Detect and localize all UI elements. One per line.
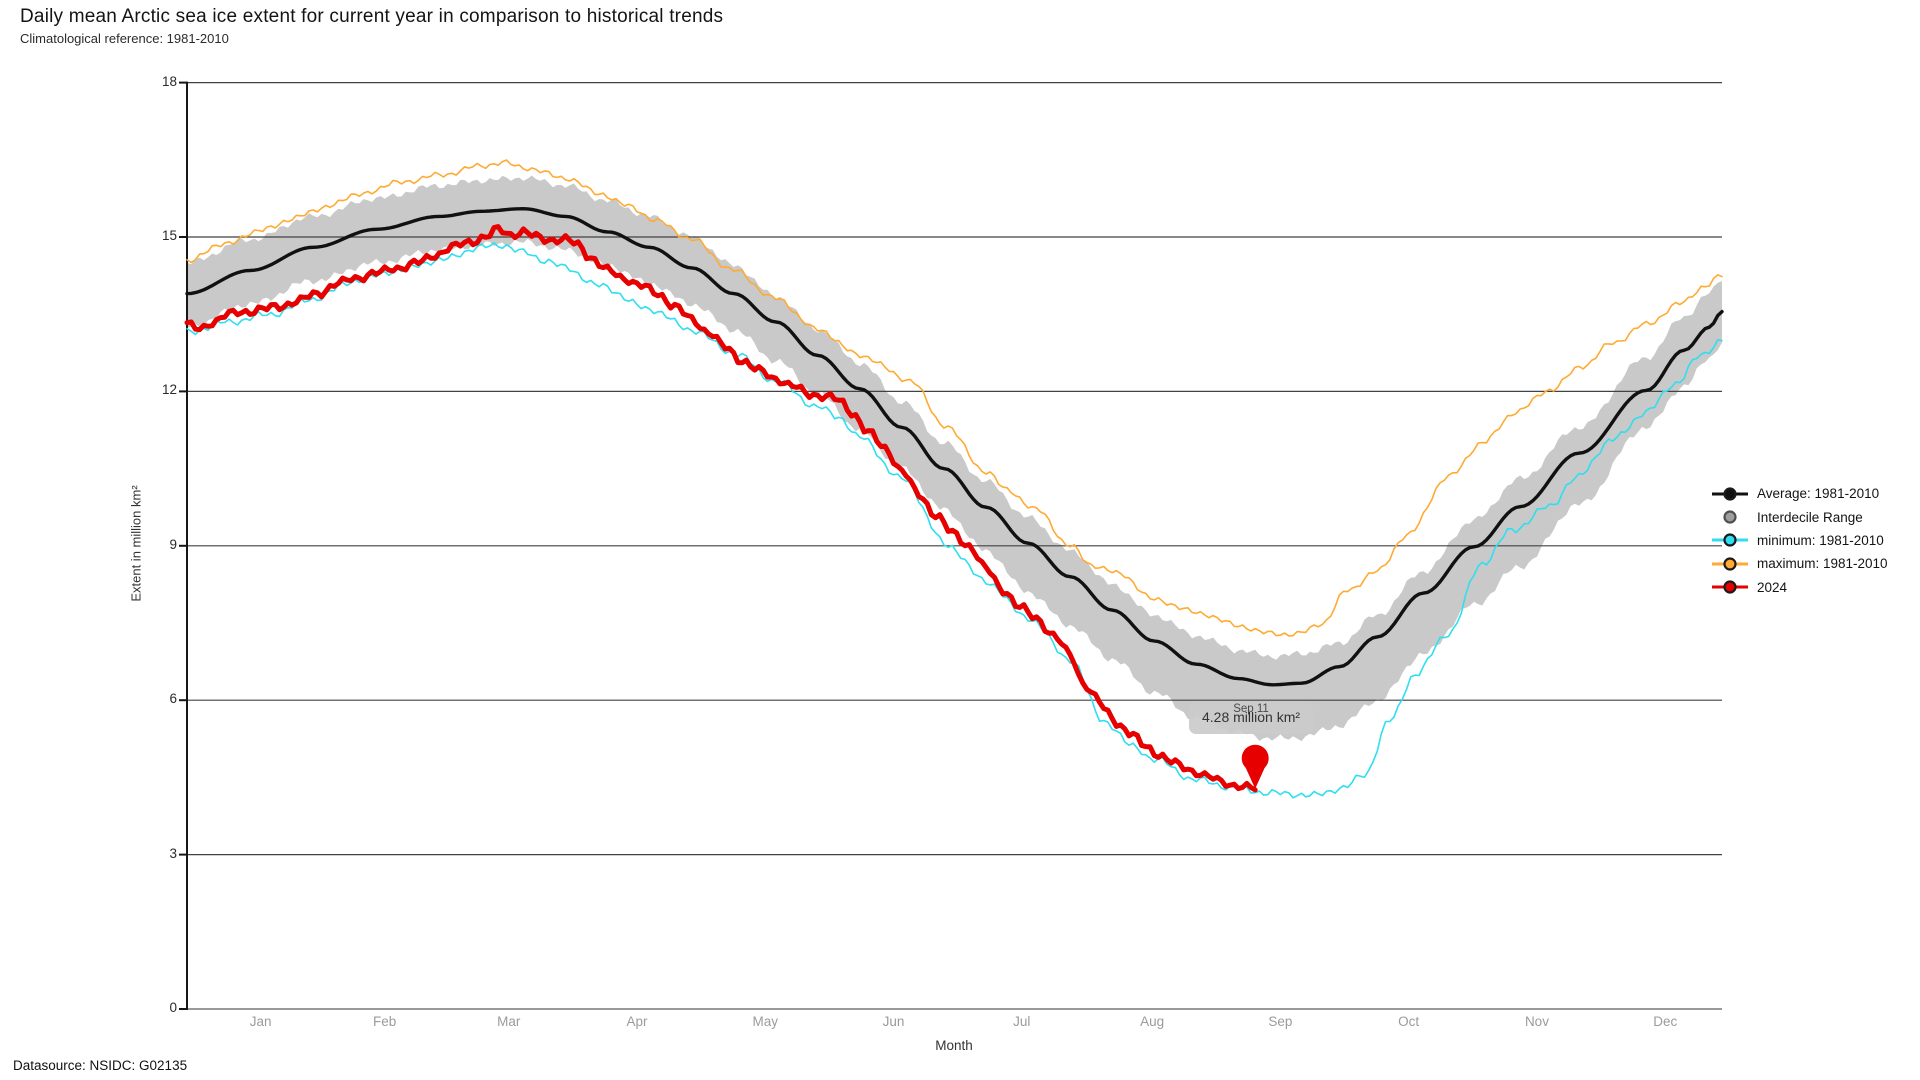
line-dot-icon: [1710, 579, 1750, 595]
x-tick-label-jun: Jun: [864, 1014, 924, 1029]
x-tick-label-may: May: [735, 1014, 795, 1029]
x-tick-label-nov: Nov: [1507, 1014, 1567, 1029]
legend-label: maximum: 1981-2010: [1757, 556, 1888, 571]
pin-marker-icon[interactable]: [1242, 745, 1269, 772]
chart-canvas[interactable]: [0, 0, 1920, 1080]
y-tick-label-15: 15: [135, 228, 177, 243]
legend-label: minimum: 1981-2010: [1757, 533, 1884, 548]
x-tick-label-dec: Dec: [1635, 1014, 1695, 1029]
y-tick-label-3: 3: [135, 846, 177, 861]
x-tick-label-apr: Apr: [607, 1014, 667, 1029]
range-dot-icon: [1710, 509, 1750, 525]
legend-item-maximum-1981-2010: maximum: 1981-2010: [1710, 552, 1888, 575]
line-dot-icon: [1710, 486, 1750, 502]
legend-item-interdecile-range: Interdecile Range: [1710, 505, 1888, 528]
line-dot-icon: [1710, 556, 1750, 572]
y-tick-label-6: 6: [135, 691, 177, 706]
y-tick-label-0: 0: [135, 1000, 177, 1015]
x-tick-label-aug: Aug: [1122, 1014, 1182, 1029]
datasource-note: Datasource: NSIDC: G02135: [13, 1058, 187, 1073]
legend-item-2024: 2024: [1710, 576, 1888, 599]
tooltip: Sep 11 4.28 million km²: [1189, 702, 1313, 734]
y-axis-title: Extent in million km²: [129, 444, 144, 644]
legend-label: Average: 1981-2010: [1757, 486, 1879, 501]
series-line-average-1981-2010: [187, 209, 1722, 685]
x-tick-label-oct: Oct: [1379, 1014, 1439, 1029]
x-axis-title: Month: [854, 1038, 1054, 1053]
x-tick-label-sep: Sep: [1250, 1014, 1310, 1029]
y-tick-label-12: 12: [135, 382, 177, 397]
x-tick-label-feb: Feb: [355, 1014, 415, 1029]
legend-label: Interdecile Range: [1757, 510, 1863, 525]
legend-item-minimum-1981-2010: minimum: 1981-2010: [1710, 529, 1888, 552]
x-tick-label-jan: Jan: [231, 1014, 291, 1029]
tooltip-value: 4.28 million km²: [1189, 709, 1313, 725]
chart-legend: Average: 1981-2010 Interdecile Range minim…: [1710, 482, 1888, 599]
legend-label: 2024: [1757, 580, 1787, 595]
legend-item-average-1981-2010: Average: 1981-2010: [1710, 482, 1888, 505]
line-dot-icon: [1710, 532, 1750, 548]
x-tick-label-jul: Jul: [992, 1014, 1052, 1029]
chart-root: Daily mean Arctic sea ice extent for cur…: [0, 0, 1920, 1080]
x-tick-label-mar: Mar: [479, 1014, 539, 1029]
y-tick-label-18: 18: [135, 74, 177, 89]
